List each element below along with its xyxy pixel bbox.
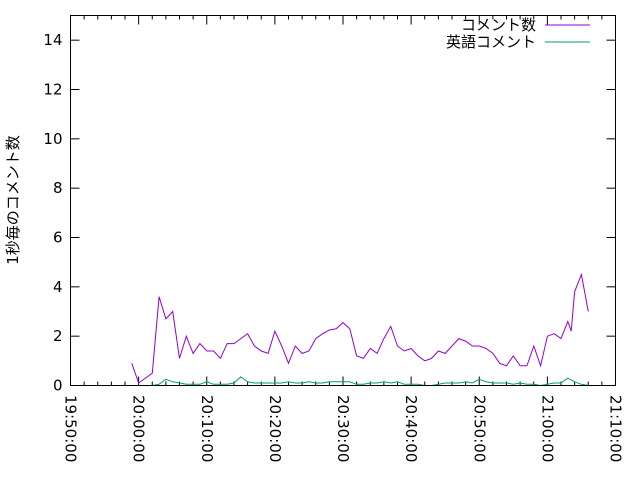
y-tick-label: 6	[53, 229, 63, 247]
legend: コメント数 英語コメント	[446, 16, 590, 51]
x-tick-label: 20:40:00	[402, 395, 420, 462]
legend-label-1: 英語コメント	[446, 33, 536, 51]
x-tick-label: 20:00:00	[130, 395, 148, 462]
y-tick-label: 4	[53, 278, 63, 296]
x-tick-label: 20:50:00	[470, 395, 488, 462]
series-line-0	[132, 275, 589, 384]
legend-label-0: コメント数	[461, 16, 536, 34]
y-tick-label: 14	[43, 31, 62, 49]
x-tick-label: 20:20:00	[266, 395, 284, 462]
series-lines	[132, 274, 589, 385]
x-tick-label: 20:30:00	[334, 395, 352, 462]
x-tick-label: 19:50:00	[62, 395, 80, 462]
x-tick-label: 21:10:00	[607, 395, 625, 462]
y-tick-label: 0	[53, 377, 63, 395]
y-axis-label: 1秒毎のコメント数	[4, 135, 22, 265]
y-tick-label: 10	[43, 130, 62, 148]
plot-frame	[71, 16, 616, 386]
x-tick-label: 21:00:00	[538, 395, 556, 462]
y-tick-label: 8	[53, 179, 63, 197]
y-tick-label: 2	[53, 327, 63, 345]
axis-ticks: 0 2 4 6 8 10 12 14 19:50:00 20:00:00 20:10:00 20:20…	[43, 16, 624, 463]
y-tick-label: 12	[43, 81, 62, 99]
x-tick-label: 20:10:00	[198, 395, 216, 462]
